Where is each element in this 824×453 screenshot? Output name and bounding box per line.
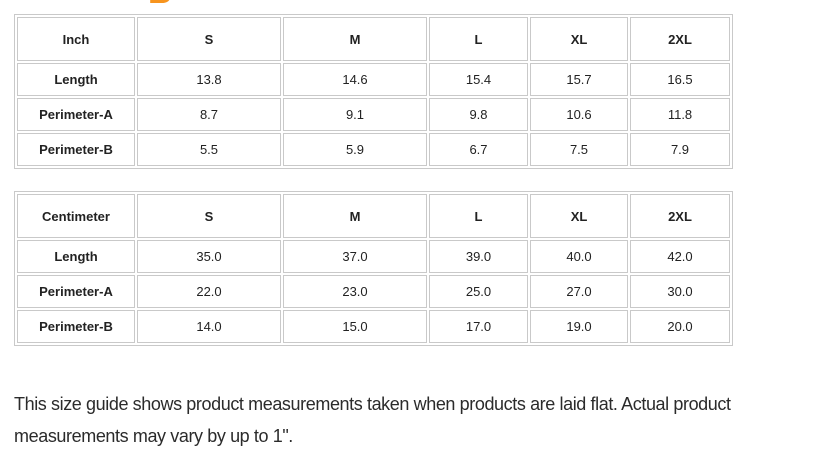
truncated-heading-letter: B [148,0,176,8]
value-cell: 22.0 [137,275,281,308]
table-row: Length 35.0 37.0 39.0 40.0 42.0 [17,240,730,273]
header-row: Inch S M L XL 2XL [17,17,730,61]
unit-header-cell: Centimeter [17,194,135,238]
value-cell: 19.0 [530,310,628,343]
value-cell: 27.0 [530,275,628,308]
value-cell: 42.0 [630,240,730,273]
value-cell: 10.6 [530,98,628,131]
value-cell: 5.5 [137,133,281,166]
value-cell: 7.9 [630,133,730,166]
size-table-centimeter: Centimeter S M L XL 2XL Length 35.0 37.0 39.0 40.0… [14,191,733,346]
row-label-cell: Length [17,240,135,273]
value-cell: 37.0 [283,240,427,273]
value-cell: 14.6 [283,63,427,96]
value-cell: 25.0 [429,275,528,308]
value-cell: 13.8 [137,63,281,96]
table-row: Length 13.8 14.6 15.4 15.7 16.5 [17,63,730,96]
value-cell: 6.7 [429,133,528,166]
value-cell: 20.0 [630,310,730,343]
value-cell: 40.0 [530,240,628,273]
table-row: Perimeter-A 8.7 9.1 9.8 10.6 11.8 [17,98,730,131]
value-cell: 5.9 [283,133,427,166]
table-row: Perimeter-B 5.5 5.9 6.7 7.5 7.9 [17,133,730,166]
row-label-cell: Length [17,63,135,96]
size-header-cell: M [283,17,427,61]
size-header-cell: M [283,194,427,238]
size-guide-note: This size guide shows product measuremen… [14,394,731,446]
size-header-cell: L [429,17,528,61]
value-cell: 30.0 [630,275,730,308]
table-row: Perimeter-A 22.0 23.0 25.0 27.0 30.0 [17,275,730,308]
size-header-cell: L [429,194,528,238]
size-header-cell: XL [530,17,628,61]
size-header-cell: S [137,194,281,238]
row-label-cell: Perimeter-A [17,275,135,308]
value-cell: 39.0 [429,240,528,273]
row-label-cell: Perimeter-B [17,310,135,343]
value-cell: 16.5 [630,63,730,96]
value-cell: 9.8 [429,98,528,131]
value-cell: 15.0 [283,310,427,343]
header-row: Centimeter S M L XL 2XL [17,194,730,238]
size-header-cell: S [137,17,281,61]
value-cell: 14.0 [137,310,281,343]
value-cell: 11.8 [630,98,730,131]
table-row: Perimeter-B 14.0 15.0 17.0 19.0 20.0 [17,310,730,343]
size-table-inch: Inch S M L XL 2XL Length 13.8 14.6 15.4 15.7 16.5 Pe… [14,14,733,169]
value-cell: 15.4 [429,63,528,96]
unit-header-cell: Inch [17,17,135,61]
size-header-cell: XL [530,194,628,238]
value-cell: 35.0 [137,240,281,273]
value-cell: 8.7 [137,98,281,131]
value-cell: 9.1 [283,98,427,131]
size-header-cell: 2XL [630,17,730,61]
size-header-cell: 2XL [630,194,730,238]
value-cell: 7.5 [530,133,628,166]
truncated-heading: B [148,0,176,8]
row-label-cell: Perimeter-B [17,133,135,166]
value-cell: 17.0 [429,310,528,343]
value-cell: 15.7 [530,63,628,96]
row-label-cell: Perimeter-A [17,98,135,131]
value-cell: 23.0 [283,275,427,308]
